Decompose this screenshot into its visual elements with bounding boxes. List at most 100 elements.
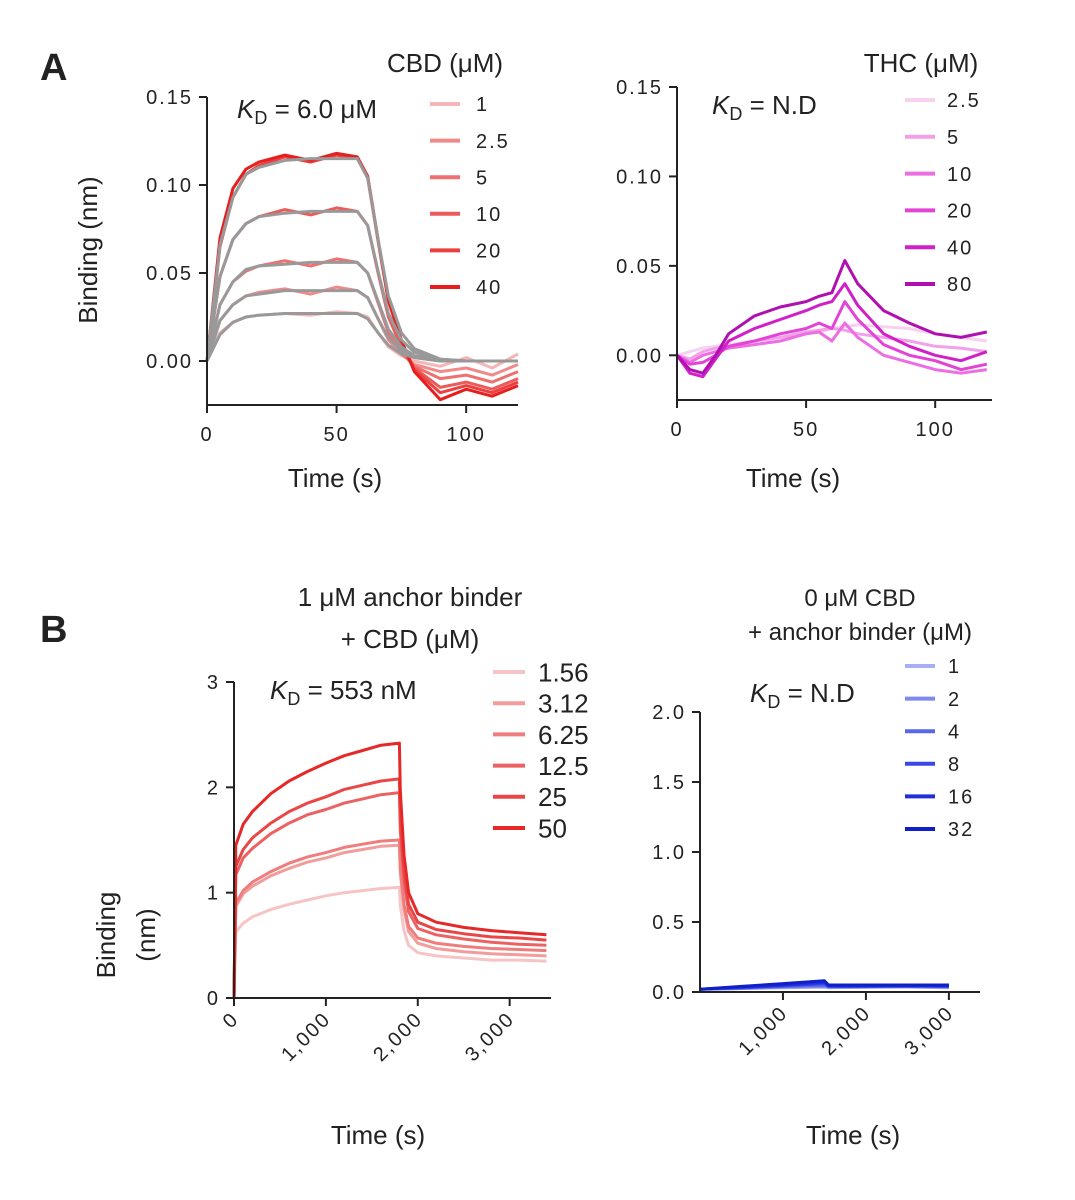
panel-label: B: [40, 609, 67, 651]
legend-label: 2.5: [476, 131, 510, 153]
data-line: [232, 838, 547, 999]
legend-title: THC (μM): [864, 48, 979, 78]
fit-line: [205, 157, 518, 363]
legend-title: 1 μM anchor binder: [298, 582, 523, 612]
y-tick-label: 2: [207, 777, 220, 799]
data-line: [205, 153, 519, 395]
y-axis-label: Binding (nm): [73, 176, 103, 323]
x-tick-label: 100: [446, 424, 485, 446]
legend-label: 1.56: [538, 657, 589, 687]
data-line: [232, 741, 547, 999]
x-tick-label: 1,000: [277, 1008, 335, 1066]
legend-label: 10: [476, 204, 502, 226]
legend-label: 20: [476, 241, 502, 263]
kd-annotation: KD = 553 nM: [270, 675, 417, 709]
kd-symbol: K: [270, 675, 289, 705]
y-tick-label: 0: [207, 988, 220, 1010]
legend-label: 50: [538, 813, 567, 843]
panel-label: A: [40, 47, 67, 89]
legend-label: 40: [947, 237, 973, 259]
legend-label: 32: [948, 819, 974, 841]
legend-label: 1: [476, 94, 489, 116]
data-line: [232, 843, 547, 999]
data-line: [232, 885, 547, 999]
legend-label: 2: [948, 689, 961, 711]
legend-label: 40: [476, 277, 502, 299]
y-tick-label: 2.0: [652, 702, 686, 724]
legend-title: 0 μM CBD: [804, 585, 915, 612]
legend-title: + anchor binder (μM): [748, 619, 972, 646]
y-tick-label: 3: [207, 672, 220, 694]
data-line: [232, 777, 547, 999]
legend-label: 3.12: [538, 689, 589, 719]
data-line: [205, 257, 519, 384]
data-line: [699, 979, 949, 991]
x-tick-label: 100: [916, 419, 955, 441]
kd-value: = N.D: [780, 678, 854, 708]
y-tick-label: 1: [207, 883, 220, 905]
kd-symbol: K: [237, 94, 256, 124]
legend-label: 8: [948, 754, 961, 776]
y-tick-label: 0.00: [146, 351, 193, 373]
legend-label: 5: [947, 127, 960, 149]
kd-subscript: D: [287, 689, 300, 709]
y-tick-label: 0.10: [146, 175, 193, 197]
kd-symbol: K: [750, 678, 769, 708]
data-line: [232, 791, 547, 999]
y-tick-label: 0.15: [146, 87, 193, 109]
data-line: [676, 321, 988, 375]
kd-subscript: D: [729, 104, 742, 124]
x-tick-label: 2,000: [817, 1002, 875, 1060]
legend-label: 4: [948, 721, 961, 743]
kd-annotation: KD = 6.0 μM: [237, 94, 377, 128]
x-tick-label: 50: [323, 424, 349, 446]
y-tick-label: 0.5: [652, 912, 686, 934]
x-axis-label: Time (s): [288, 463, 382, 493]
x-tick-label: 50: [793, 419, 819, 441]
legend-label: 12.5: [538, 751, 589, 781]
fit-line: [205, 209, 518, 363]
x-axis-label: Time (s): [331, 1120, 425, 1150]
x-tick-label: 0: [670, 419, 683, 441]
kd-annotation: KD = N.D: [712, 90, 817, 124]
x-tick-label: 0: [219, 1008, 244, 1033]
x-tick-label: 0: [200, 424, 213, 446]
fit-line: [205, 312, 518, 363]
x-tick-label: 1,000: [734, 1002, 792, 1060]
legend-title: + CBD (μM): [341, 624, 479, 654]
data-line: [205, 151, 519, 402]
legend-label: 10: [947, 164, 973, 186]
x-tick-label: 3,000: [900, 1002, 958, 1060]
fit-line: [205, 260, 518, 363]
legend-label: 16: [948, 787, 974, 809]
y-tick-label: 0.05: [616, 256, 663, 278]
y-tick-label: 0.00: [616, 345, 663, 367]
x-tick-label: 3,000: [461, 1008, 519, 1066]
x-tick-label: 2,000: [369, 1008, 427, 1066]
y-tick-label: 0.0: [652, 982, 686, 1004]
y-tick-label: 0.15: [616, 77, 663, 99]
kd-value: = 6.0 μM: [267, 94, 377, 124]
legend-title: CBD (μM): [387, 48, 503, 78]
kd-value: = 553 nM: [300, 675, 416, 705]
kd-value: = N.D: [742, 90, 816, 120]
legend-label: 80: [947, 274, 973, 296]
kd-symbol: K: [712, 90, 731, 120]
kd-annotation: KD = N.D: [750, 678, 855, 712]
y-tick-label: 1.5: [652, 772, 686, 794]
x-axis-label: Time (s): [746, 463, 840, 493]
legend-label: 6.25: [538, 720, 589, 750]
y-tick-label: 1.0: [652, 842, 686, 864]
data-line: [675, 259, 988, 375]
y-tick-label: 0.05: [146, 263, 193, 285]
data-line: [676, 300, 988, 372]
legend-label: 25: [538, 782, 567, 812]
kd-subscript: D: [767, 692, 780, 712]
fit-line: [205, 289, 518, 363]
legend-label: 20: [947, 201, 973, 223]
legend-label: 2.5: [947, 90, 981, 112]
data-line: [676, 327, 988, 361]
y-tick-label: 0.10: [616, 166, 663, 188]
legend-label: 5: [476, 167, 489, 189]
